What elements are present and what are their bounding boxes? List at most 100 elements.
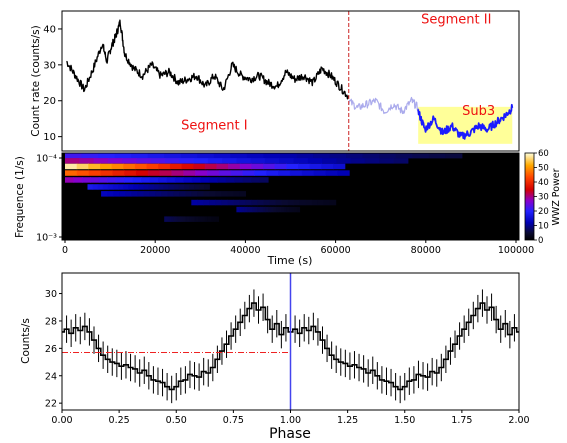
heatmap-cell-band-8 xyxy=(254,206,258,213)
heatmap-cell-band-5 xyxy=(133,184,139,190)
heatmap-cell-band-2 xyxy=(111,163,124,170)
heatmap-cell-band-6 xyxy=(233,191,240,197)
heatmap-cell-band-9 xyxy=(166,216,170,222)
heatmap-frame xyxy=(61,152,520,241)
heatmap-cell-band-2 xyxy=(333,163,346,170)
heatmap-cell-band-0 xyxy=(428,152,446,159)
heatmap-cell-band-1 xyxy=(293,158,309,164)
heatmap-cell-band-8 xyxy=(257,206,261,213)
heatmap-cell-band-7 xyxy=(311,199,319,206)
heatmap-cell-band-2 xyxy=(228,163,241,170)
heatmap-cell-band-2 xyxy=(204,163,218,170)
heatmap-cell-band-4 xyxy=(242,177,252,183)
heatmap-cell-band-5 xyxy=(158,184,165,190)
heatmap-cell-band-1 xyxy=(222,158,237,164)
colorbar-tick-label: 20 xyxy=(538,207,549,217)
heatmap-cell-band-5 xyxy=(107,184,114,190)
light-curve-y-label: Count rate (counts/s) xyxy=(30,25,42,136)
heatmap-cell-band-5 xyxy=(112,184,119,190)
heatmap-cell-band-7 xyxy=(257,199,264,206)
heatmap-cell-band-8 xyxy=(244,206,248,213)
heatmap-cell-band-0 xyxy=(213,152,231,159)
heatmap-cell-band-8 xyxy=(236,206,240,213)
heatmap-cell-band-8 xyxy=(270,206,274,213)
heatmap-cell-band-8 xyxy=(283,206,287,213)
heatmap-cell-band-2 xyxy=(274,163,287,170)
heatmap-cell-band-9 xyxy=(193,216,197,222)
heatmap-cell-band-2 xyxy=(76,163,89,170)
heatmap-cell-band-0 xyxy=(114,152,132,159)
heatmap-cell-band-7 xyxy=(323,199,331,206)
segment-ii-label: Segment II xyxy=(421,13,491,28)
heatmap-cell-band-6 xyxy=(143,191,150,197)
heatmap-cell-band-7 xyxy=(287,199,295,206)
heatmap-cell-band-0 xyxy=(230,152,248,159)
heatmap-cell-band-3 xyxy=(171,170,184,176)
heatmap-cell-band-3 xyxy=(301,170,315,176)
heatmap-cell-band-5 xyxy=(97,184,104,190)
heatmap-cell-band-0 xyxy=(164,152,182,159)
heatmap-cell-band-4 xyxy=(166,177,176,183)
heatmap-cell-band-9 xyxy=(211,216,215,222)
heatmap-cell-band-8 xyxy=(239,206,243,213)
heatmap-cell-band-9 xyxy=(200,216,204,222)
heatmap-cell-band-2 xyxy=(321,163,334,170)
heatmap-cell-band-2 xyxy=(65,163,78,170)
heatmap-cell-band-4 xyxy=(149,177,159,183)
heatmap-cell-band-0 xyxy=(346,152,364,159)
heatmap-cell-band-9 xyxy=(191,216,195,222)
colorbar xyxy=(524,152,535,241)
heatmap-cell-band-7 xyxy=(317,199,325,206)
heatmap-cell-band-2 xyxy=(298,163,311,170)
heatmap-cell-band-6 xyxy=(185,191,192,197)
heatmap-cell-band-6 xyxy=(137,191,144,197)
heatmap-x-tick-label: 60000 xyxy=(320,245,350,256)
heatmap-cell-band-3 xyxy=(76,170,90,176)
heatmap-cell-band-6 xyxy=(221,191,228,197)
phase-x-tick-label: 1.75 xyxy=(451,415,472,426)
heatmap-cell-band-9 xyxy=(207,216,210,222)
heatmap-cell-band-2 xyxy=(193,163,206,170)
heatmap-cell-band-3 xyxy=(183,170,196,176)
heatmap-cell-band-9 xyxy=(204,216,208,222)
heatmap-cell-band-1 xyxy=(122,158,137,164)
heatmap-cell-band-9 xyxy=(180,216,183,222)
sub3-label: Sub3 xyxy=(462,104,495,119)
heatmap-cell-band-1 xyxy=(264,158,280,164)
heatmap-cell-band-4 xyxy=(141,177,151,183)
heatmap-cell-band-7 xyxy=(329,199,337,206)
heatmap-cell-band-3 xyxy=(289,170,303,176)
heatmap-cell-band-6 xyxy=(197,191,204,197)
heatmap-cell-band-7 xyxy=(269,199,277,206)
colorbar-tick-label: 10 xyxy=(538,222,549,232)
heatmap-cell-band-5 xyxy=(168,184,175,190)
heatmap-cell-band-5 xyxy=(204,184,210,190)
colorbar-tick-label: 30 xyxy=(538,193,549,203)
heatmap-cell-band-4 xyxy=(174,177,184,183)
heatmap-cell-band-0 xyxy=(445,152,463,159)
heatmap-cell-band-3 xyxy=(112,170,125,176)
heatmap-cell-band-3 xyxy=(100,170,113,176)
light-curve-frame xyxy=(61,10,520,152)
heatmap-cell-band-7 xyxy=(239,199,246,206)
heatmap-cell-band-1 xyxy=(107,158,123,164)
heatmap-cell-band-5 xyxy=(194,184,200,190)
phase-x-label: Phase xyxy=(269,426,311,442)
phase-y-tick-label: 22 xyxy=(45,399,57,410)
heatmap-cell-band-3 xyxy=(230,170,244,176)
heatmap-cell-band-6 xyxy=(209,191,216,197)
heatmap-cell-band-5 xyxy=(184,184,190,190)
heatmap-cell-band-8 xyxy=(286,206,290,213)
heatmap-x-tick-label: 40000 xyxy=(230,245,260,256)
heatmap-cell-band-9 xyxy=(195,216,199,222)
heatmap-cell-band-6 xyxy=(125,191,132,197)
heatmap-y-tick-label: 10⁻⁴ xyxy=(36,154,57,165)
heatmap-cell-band-9 xyxy=(177,216,181,222)
heatmap-cell-band-2 xyxy=(251,163,264,170)
heatmap-cell-band-1 xyxy=(336,158,352,164)
heatmap-cell-band-6 xyxy=(107,191,114,197)
light-curve-series-black-0 xyxy=(66,19,350,100)
heatmap-cell-band-7 xyxy=(251,199,258,206)
heatmap-cell-band-6 xyxy=(179,191,186,197)
heatmap-cell-band-3 xyxy=(147,170,161,176)
